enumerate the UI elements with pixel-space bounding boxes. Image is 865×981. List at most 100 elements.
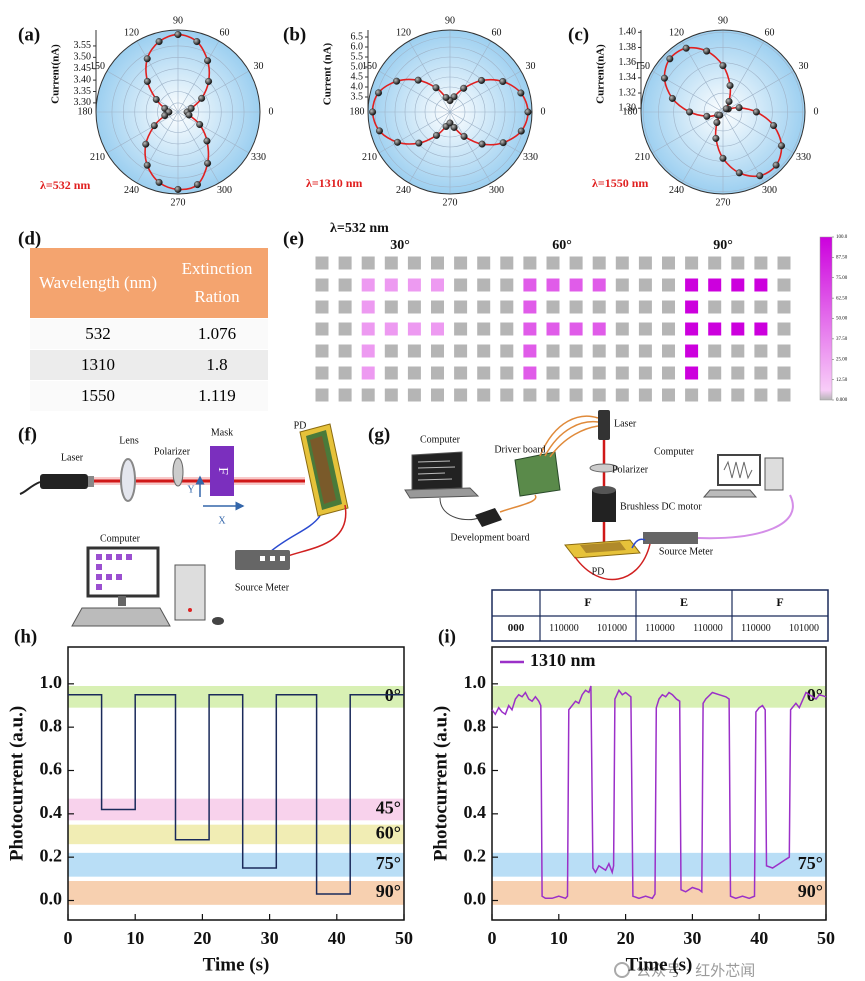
plot-frame — [491, 646, 827, 921]
cell — [754, 388, 768, 402]
x-tick-label: 40 — [750, 928, 768, 948]
data-point — [772, 161, 780, 169]
data-point — [193, 38, 201, 46]
cell: 532 — [30, 318, 166, 350]
data-point — [517, 127, 525, 135]
label: Polarizer — [154, 446, 191, 457]
code-cell: 110000 — [741, 623, 771, 634]
radial-grid-line — [177, 111, 250, 154]
data-point — [205, 77, 213, 85]
cell: 1.076 — [166, 318, 268, 350]
cell — [315, 366, 329, 380]
label: Lens — [119, 435, 139, 446]
wire — [287, 504, 347, 557]
header-cell: Extinction Ration — [166, 248, 268, 319]
group-label: 60° — [552, 238, 572, 253]
colorbar-tick-label: 25.00 — [836, 357, 848, 362]
cell — [500, 366, 514, 380]
laptop-base — [404, 487, 480, 499]
cell — [662, 300, 675, 314]
data-point — [142, 140, 150, 148]
label: Source Meter — [659, 546, 714, 557]
theta-tick-label: 120 — [669, 27, 684, 38]
theta-tick-label: 150 — [362, 61, 377, 72]
radial-grid-line — [177, 111, 220, 184]
data-line — [68, 693, 404, 895]
axis-label: Current (nA) — [322, 42, 334, 105]
group-label: 30° — [390, 238, 410, 253]
cell — [708, 300, 722, 314]
button — [260, 556, 265, 561]
cell — [662, 366, 675, 380]
label: PD — [592, 566, 605, 577]
r-tick-label: 5.0 — [351, 61, 364, 72]
code-cell: 110000 — [693, 623, 723, 634]
cell — [569, 366, 583, 380]
label: Laser — [614, 418, 637, 429]
y-axis-label: Photocurrent (a.u.) — [6, 706, 27, 861]
radial-grid-line — [408, 40, 451, 113]
cell — [615, 344, 629, 358]
cell — [546, 388, 560, 402]
band-label: 45° — [376, 798, 401, 818]
source-meter — [643, 532, 698, 544]
data-point — [196, 121, 204, 129]
radial-grid-line — [449, 40, 492, 113]
label: Mask — [211, 427, 233, 438]
data-point — [150, 122, 158, 130]
data-point — [174, 185, 182, 193]
axis-label: Current(nA) — [50, 44, 62, 104]
cell — [338, 322, 352, 336]
x-tick-label: 10 — [126, 928, 144, 948]
band-label: 0° — [807, 685, 823, 705]
legend-label: 1310 nm — [530, 650, 596, 670]
cell — [477, 366, 491, 380]
radial-grid-line — [722, 111, 765, 184]
cell — [431, 322, 444, 336]
polar-frame — [95, 29, 261, 195]
y-tick-label: 1.0 — [40, 672, 63, 692]
mask — [210, 446, 234, 496]
band — [68, 881, 404, 905]
cell — [569, 322, 583, 336]
keyboard — [702, 489, 758, 498]
cell — [546, 256, 560, 270]
cell — [615, 322, 629, 336]
data-point — [770, 122, 778, 130]
data-point — [143, 77, 151, 85]
cell — [569, 256, 583, 270]
data-point — [394, 138, 402, 146]
label: Y — [187, 484, 194, 495]
cell: 1310 — [30, 349, 166, 381]
theta-tick-label: 180 — [623, 106, 638, 117]
cell — [500, 388, 514, 402]
data-point — [712, 134, 720, 142]
wire — [574, 543, 651, 581]
r-tick-label: 3.40 — [74, 74, 92, 85]
cell — [407, 278, 421, 292]
radial-grid-line — [177, 70, 250, 113]
cell — [754, 322, 768, 336]
r-tick-label: 6.5 — [351, 31, 364, 42]
label: Laser — [61, 452, 84, 463]
band-label: 75° — [798, 853, 823, 873]
cell — [523, 278, 537, 292]
data-point — [726, 82, 734, 90]
y-tick-label: 0.6 — [464, 759, 487, 779]
y-tick-label: 0.2 — [40, 845, 63, 865]
data-point — [198, 94, 206, 102]
panel-label: (e) — [283, 228, 304, 249]
data-point — [187, 104, 195, 112]
lens — [120, 458, 136, 502]
colorbar-tick-label: 12.50 — [836, 378, 848, 383]
annotation: λ=1310 nm — [306, 176, 362, 190]
diagram-g: (g) Computer Driver board Laser Computer… — [368, 410, 794, 581]
cell — [777, 366, 791, 380]
cell — [615, 278, 629, 292]
data-point — [703, 47, 711, 55]
data-point — [185, 111, 193, 119]
theta-tick-label: 120 — [396, 27, 411, 38]
theta-tick-label: 330 — [251, 152, 266, 163]
y-axis-label: Photocurrent (a.u.) — [430, 706, 451, 861]
colorbar-tick-label: 62.50 — [836, 296, 848, 301]
